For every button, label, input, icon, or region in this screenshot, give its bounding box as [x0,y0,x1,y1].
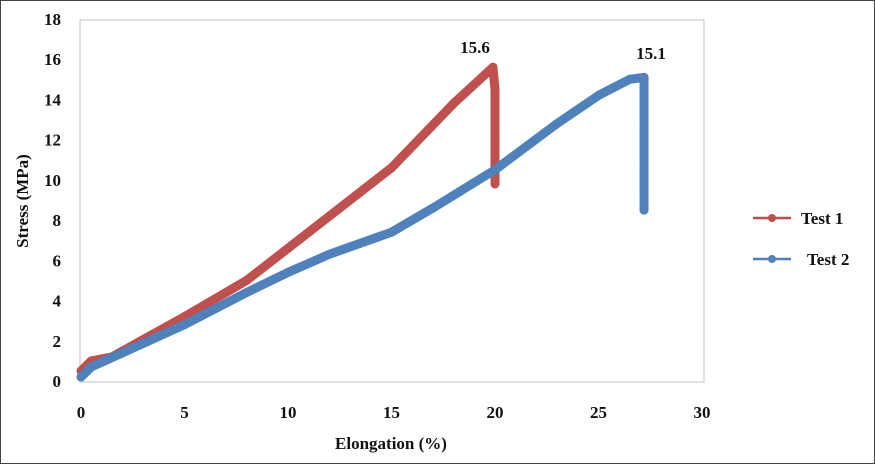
series-2 [76,72,649,382]
y-tick-label: 6 [53,251,62,270]
x-tick-label: 10 [280,403,297,422]
x-tick-label: 30 [694,403,711,422]
series-1 [76,62,500,376]
y-tick-label: 12 [44,131,61,150]
data-point [324,249,334,259]
data-point [387,163,396,173]
legend-label-test2: Test 2 [807,250,849,269]
legend-label-test1: Test 1 [801,209,843,228]
legend-marker-test1 [768,214,776,222]
data-point [552,119,562,129]
y-tick-label: 16 [44,50,61,69]
data-point [387,227,396,237]
data-point [639,98,649,108]
data-point [639,84,649,94]
data-point [639,151,649,161]
y-tick-label: 14 [44,90,62,109]
y-tick-label: 10 [44,171,61,190]
data-point [428,203,438,213]
y-tick-label: 0 [53,372,62,391]
data-point [180,320,189,330]
data-point [242,275,252,285]
data-point [639,139,649,149]
y-tick-label: 2 [53,332,62,351]
x-tick-label: 20 [487,403,504,422]
y-tick-label: 4 [53,292,62,311]
legend-marker-test2 [768,255,776,263]
data-point [242,288,252,298]
data-point [639,107,649,117]
data-point [76,372,86,382]
data-point [283,243,293,253]
data-point [490,179,500,189]
data-point [86,362,96,372]
y-tick-label: 8 [53,211,62,230]
plot-area [79,19,705,383]
data-point [639,179,649,189]
x-axis-label: Elongation (%) [335,434,447,453]
annotation-peak-test2: 15.1 [636,44,666,63]
data-point [594,90,603,100]
data-point [488,62,498,72]
x-tick-label: 0 [77,403,86,422]
data-point [639,167,649,177]
annotation-peak-test1: 15.6 [460,38,490,57]
legend: Test 1 Test 2 [753,209,849,269]
data-point [490,165,500,175]
y-axis-label: Stress (MPa) [13,154,32,248]
series-line [76,62,500,376]
data-point [117,348,127,358]
data-point [490,143,500,153]
x-tick-label: 5 [180,403,189,422]
data-point [490,84,500,94]
data-point [490,105,500,114]
data-point [283,267,293,277]
data-point [625,74,635,84]
data-point [639,72,649,82]
data-point [449,98,459,108]
data-point [639,125,649,135]
y-tick-label: 18 [44,10,61,29]
x-tick-label: 15 [383,403,400,422]
x-tick-label: 25 [590,403,607,422]
data-point [324,211,334,221]
data-point [490,123,500,133]
data-point [639,205,649,215]
